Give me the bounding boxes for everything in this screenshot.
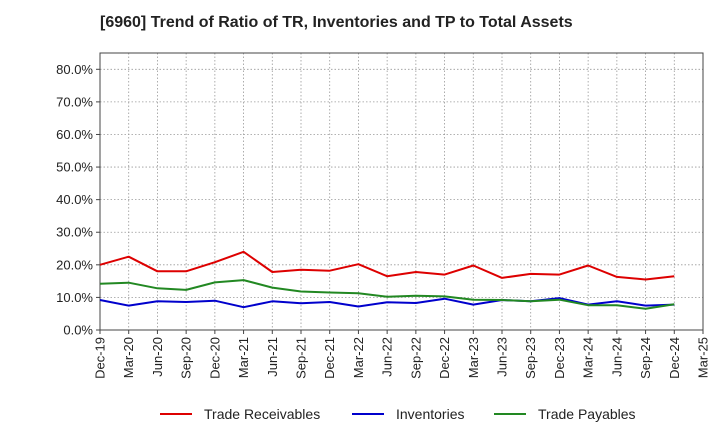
legend-item-inventories: Inventories	[352, 406, 464, 422]
x-tick-label: Jun-22	[380, 337, 395, 377]
chart-title: [6960] Trend of Ratio of TR, Inventories…	[100, 14, 573, 31]
x-tick-label: Dec-21	[322, 337, 337, 379]
x-tick-label: Mar-22	[351, 337, 366, 378]
x-tick-label: Sep-21	[294, 337, 309, 379]
legend: Trade Receivables Inventories Trade Payabl…	[160, 406, 636, 422]
x-tick-label: Sep-24	[638, 337, 653, 379]
grid	[100, 53, 703, 330]
legend-label: Trade Payables	[538, 406, 636, 422]
plot-frame	[99, 52, 704, 331]
y-tick-label: 40.0%	[56, 192, 93, 207]
y-tick-label: 10.0%	[56, 290, 93, 305]
x-tick-label: Jun-24	[609, 337, 624, 377]
series-lines	[99, 250, 675, 310]
legend-label: Inventories	[396, 406, 464, 422]
y-tick-label: 80.0%	[56, 62, 93, 77]
legend-label: Trade Receivables	[204, 406, 320, 422]
y-tick-label: 70.0%	[56, 94, 93, 109]
legend-item-trade-receivables: Trade Receivables	[160, 406, 320, 422]
x-tick-label: Dec-22	[437, 337, 452, 379]
x-tick-label: Jun-20	[150, 337, 165, 377]
x-tick-label: Mar-21	[236, 337, 251, 378]
x-tick-label: Dec-19	[93, 337, 108, 379]
y-tick-label: 20.0%	[56, 257, 93, 272]
x-tick-label: Sep-20	[179, 337, 194, 379]
y-tick-label: 60.0%	[56, 127, 93, 142]
x-tick-label: Dec-23	[552, 337, 567, 379]
y-tick-label: 0.0%	[63, 323, 93, 338]
plot-area	[100, 53, 703, 330]
axes: 0.0% 10.0% 20.0% 30.0% 40.0% 50.0% 60.0% 70.0% 8…	[56, 52, 711, 379]
y-tick-label: 50.0%	[56, 160, 93, 175]
x-tick-label: Jun-23	[495, 337, 510, 377]
x-tick-label: Mar-25	[696, 337, 711, 378]
y-tick-label: 30.0%	[56, 225, 93, 240]
series-line-trade-payables	[99, 279, 675, 310]
legend-item-trade-payables: Trade Payables	[494, 406, 636, 422]
x-tick-label: Mar-20	[121, 337, 136, 378]
x-tick-label: Dec-20	[207, 337, 222, 379]
series-line-trade-receivables	[99, 250, 675, 281]
x-tick-label: Mar-24	[581, 337, 596, 378]
x-tick-label: Sep-23	[523, 337, 538, 379]
x-tick-label: Mar-23	[466, 337, 481, 378]
x-tick-label: Dec-24	[667, 337, 682, 379]
x-tick-label: Sep-22	[408, 337, 423, 379]
x-tick-label: Jun-21	[265, 337, 280, 377]
